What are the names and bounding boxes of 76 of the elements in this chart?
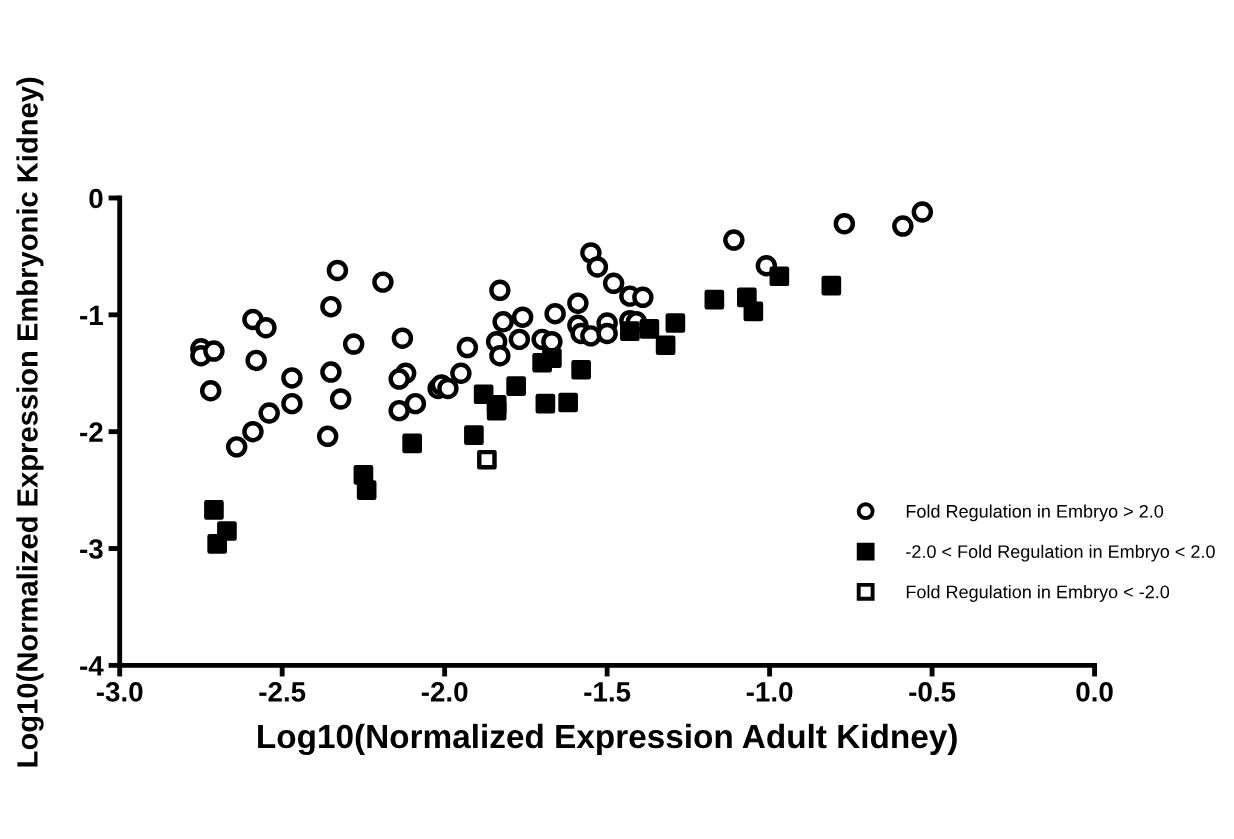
point [450, 362, 472, 384]
legend-label: -2.0 < Fold Regulation in Embryo < 2.0 [906, 544, 1215, 562]
point [477, 449, 497, 470]
y-tick-label: -1 [80, 305, 103, 325]
point [281, 367, 303, 389]
point [571, 359, 591, 380]
point [207, 534, 228, 554]
y-tick-label: -3 [80, 539, 103, 559]
point [492, 311, 514, 333]
point [833, 212, 856, 235]
x-tick-label: -1.5 [584, 682, 631, 702]
point [402, 433, 422, 454]
point [596, 322, 618, 345]
x-tick-label: -0.5 [909, 682, 956, 702]
point [326, 259, 349, 282]
point [404, 392, 427, 415]
point [620, 321, 640, 342]
x-tick-label: -3.0 [96, 682, 143, 702]
point [632, 286, 654, 309]
point [892, 215, 914, 237]
point [723, 229, 745, 251]
point [388, 399, 410, 422]
x-tick-label: 0.0 [1076, 682, 1113, 702]
legend-label: Fold Regulation in Embryo < -2.0 [906, 585, 1170, 602]
point [316, 425, 339, 448]
y-tick-label: 0 [89, 188, 103, 209]
point [320, 361, 342, 383]
point [391, 327, 414, 349]
x-axis-title: Log10(Normalized Expression Adult Kidney) [258, 723, 957, 756]
point [567, 292, 589, 314]
x-tick-label: -1.0 [746, 682, 793, 702]
point [281, 392, 303, 415]
point [542, 348, 562, 368]
point [769, 266, 790, 287]
point [342, 333, 365, 355]
point [489, 345, 511, 367]
point [580, 325, 602, 347]
point [535, 393, 556, 414]
point [456, 336, 479, 359]
point [508, 328, 531, 351]
point [199, 380, 222, 402]
point [464, 425, 484, 445]
point [225, 436, 248, 458]
point [704, 289, 725, 310]
point [655, 335, 676, 356]
point [437, 377, 459, 400]
point [586, 256, 609, 278]
y-tick-label: -4 [80, 656, 104, 676]
point [639, 319, 660, 339]
legend-label: Fold Regulation in Embryo > 2.0 [906, 504, 1164, 522]
point [356, 480, 377, 500]
point [245, 349, 267, 372]
point [665, 313, 686, 333]
point [558, 392, 578, 413]
point [821, 275, 842, 296]
point [329, 388, 352, 410]
point [255, 316, 277, 339]
y-tick-label: -2 [80, 422, 103, 442]
point [489, 279, 511, 302]
point [203, 340, 225, 362]
y-axis-title: Log10(Normalized Expression Embryonic Kidney) [16, 77, 44, 767]
x-tick-label: -2.5 [259, 682, 306, 702]
point [602, 272, 625, 295]
point [258, 402, 280, 424]
point [242, 420, 264, 443]
point [372, 271, 394, 293]
point [911, 201, 934, 223]
x-tick-label: -2.0 [421, 682, 468, 702]
point [506, 376, 526, 396]
point [204, 500, 224, 520]
point [320, 295, 342, 318]
point [486, 400, 507, 421]
point [743, 301, 764, 322]
point [388, 368, 410, 390]
point [511, 306, 534, 328]
point [544, 302, 566, 325]
